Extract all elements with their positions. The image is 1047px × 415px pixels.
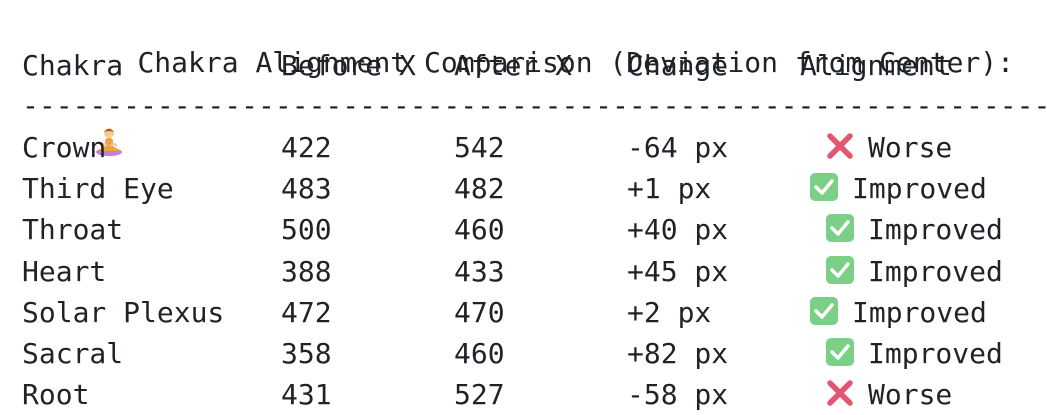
cell-change: +1 px [627, 172, 712, 206]
page-title: Chakra Alignment Comparison (Deviation f… [137, 46, 1015, 79]
cell-alignment: Worse [824, 128, 952, 168]
cell-after: 460 [454, 213, 505, 247]
cell-before: 431 [281, 378, 332, 412]
alignment-label: Improved [868, 254, 1003, 288]
cell-change: +2 px [627, 295, 712, 329]
alignment-label: Improved [852, 295, 987, 329]
check-mark-icon [808, 295, 840, 327]
cell-change: -64 px [627, 131, 729, 164]
check-mark-icon [824, 254, 856, 286]
cell-chakra: Third Eye [22, 172, 174, 206]
cell-chakra: Sacral [22, 337, 124, 370]
alignment-label: Improved [852, 172, 987, 206]
cell-after: 433 [454, 254, 505, 288]
cell-before: 358 [281, 337, 332, 370]
cell-before: 422 [281, 131, 332, 164]
cell-chakra: Heart [22, 254, 107, 288]
alignment-label: Improved [868, 213, 1003, 247]
meditation-icon [93, 45, 125, 156]
cell-change: -58 px [627, 378, 729, 412]
cell-change: +45 px [627, 254, 729, 288]
cross-mark-icon [824, 377, 856, 409]
check-mark-icon [824, 212, 856, 244]
cell-after: 470 [454, 295, 505, 329]
cell-after: 460 [454, 337, 505, 370]
header-after: After X [454, 49, 573, 82]
cell-alignment: Improved [824, 334, 1003, 374]
cross-mark-icon [824, 130, 856, 162]
cell-after: 482 [454, 172, 505, 206]
table-header: Chakra Before X After X Change Alignment [22, 46, 952, 86]
cell-before: 472 [281, 295, 332, 329]
cell-chakra: Solar Plexus [22, 295, 225, 329]
cell-alignment: Improved [824, 252, 1003, 292]
alignment-label: Improved [868, 337, 1003, 370]
header-change: Change [627, 49, 729, 82]
alignment-label: Worse [868, 131, 953, 164]
cell-after: 527 [454, 378, 505, 412]
cell-alignment: Improved [824, 210, 1003, 250]
check-mark-icon [824, 336, 856, 368]
cell-alignment: Worse [824, 375, 952, 415]
title-line: Chakra Alignment Comparison (Deviation f… [26, 3, 1014, 156]
cell-chakra: Throat [22, 213, 124, 247]
cell-alignment: Improved [808, 293, 987, 333]
header-chakra: Chakra [22, 49, 124, 82]
alignment-label: Worse [868, 378, 953, 412]
cell-chakra: Root [22, 378, 90, 412]
cell-chakra: Crown [22, 131, 107, 164]
check-mark-icon [808, 171, 840, 203]
header-before: Before X [281, 49, 416, 82]
separator-line: ----------------------------------------… [22, 89, 1047, 122]
cell-after: 542 [454, 131, 505, 164]
cell-before: 500 [281, 213, 332, 247]
header-alignment: Alignment [800, 49, 952, 82]
cell-change: +82 px [627, 337, 729, 370]
cell-before: 483 [281, 172, 332, 206]
cell-before: 388 [281, 254, 332, 288]
cell-alignment: Improved [808, 169, 987, 209]
cell-change: +40 px [627, 213, 729, 247]
